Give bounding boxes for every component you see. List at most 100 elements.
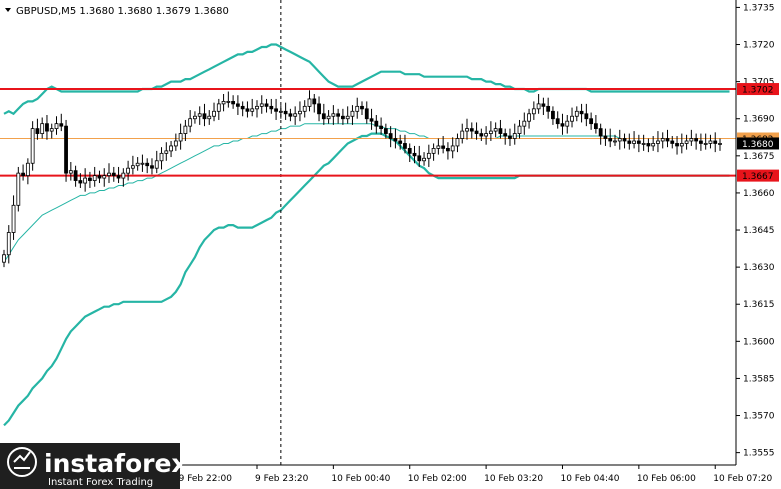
y-tick-label: 1.3585 — [743, 374, 775, 384]
y-tick-label: 1.3600 — [743, 337, 775, 347]
brand-tagline: Instant Forex Trading — [48, 477, 153, 488]
candle — [102, 168, 107, 187]
candle-body — [226, 101, 231, 103]
candle — [598, 123, 603, 145]
triangle-down-icon[interactable] — [5, 8, 11, 12]
candle — [636, 134, 641, 153]
candle-body — [164, 150, 169, 154]
candle — [202, 103, 207, 127]
candle — [188, 110, 193, 133]
candle — [407, 143, 412, 163]
candle-body — [627, 140, 632, 144]
level-price-tag-1-bg — [737, 83, 779, 96]
candle-body — [92, 175, 97, 181]
candle — [312, 93, 317, 113]
candle-body — [245, 108, 250, 112]
candle-body — [665, 138, 670, 142]
candle — [364, 101, 369, 124]
candle — [589, 112, 594, 130]
candle-body — [660, 138, 665, 142]
candle-body — [154, 160, 159, 169]
x-tick-label: 9 Feb 23:20 — [255, 474, 309, 484]
candle-body — [307, 98, 312, 107]
candle-body — [536, 103, 541, 110]
candle — [555, 111, 560, 129]
candle — [579, 103, 584, 123]
candle-body — [503, 133, 508, 137]
candle-body — [255, 105, 259, 110]
y-tick-label: 1.3660 — [743, 189, 775, 199]
y-tick-label: 1.3690 — [743, 115, 775, 125]
candle — [536, 93, 541, 114]
candle — [212, 102, 216, 122]
candle-body — [656, 140, 660, 144]
candle — [593, 115, 598, 134]
indicator-line-2 — [3, 43, 730, 116]
candle — [173, 133, 178, 151]
candle-body — [59, 123, 64, 127]
candle — [226, 91, 231, 108]
candle-body — [493, 128, 498, 132]
candle-body — [383, 128, 388, 134]
candle-body — [173, 140, 178, 147]
candle — [455, 133, 460, 153]
brand-name: instaforex — [44, 449, 188, 478]
candle-body — [193, 115, 197, 120]
candle — [460, 123, 465, 144]
candle — [159, 147, 164, 170]
candle-body — [679, 143, 684, 147]
candle-body — [283, 110, 288, 115]
candle-body — [111, 172, 116, 177]
candle — [341, 108, 345, 125]
y-tick-label: 1.3630 — [743, 263, 775, 273]
candle — [646, 138, 651, 153]
candle-body — [25, 162, 30, 177]
candle-body — [617, 138, 622, 142]
level-price-tag-2-text: 1.3667 — [742, 172, 774, 182]
candle-body — [694, 138, 699, 142]
candle — [651, 136, 656, 151]
candle — [183, 119, 188, 141]
candle — [193, 111, 197, 124]
candle — [169, 140, 173, 158]
candle-body — [460, 130, 465, 139]
candle-body — [188, 118, 193, 127]
candle — [274, 98, 278, 120]
candle — [488, 121, 493, 141]
candle-body — [278, 110, 283, 113]
candle — [369, 108, 374, 130]
symbol-ohlc-text: GBPUSD,M5 1.3680 1.3680 1.3679 1.3680 — [16, 6, 229, 17]
candle — [574, 106, 579, 122]
candle-body — [541, 103, 546, 107]
candle-body — [403, 143, 407, 149]
candle-body — [298, 110, 302, 115]
candle — [307, 90, 312, 112]
candle-body — [469, 128, 474, 132]
candle — [422, 152, 426, 166]
candle-body — [675, 143, 679, 147]
candle — [97, 170, 102, 184]
y-tick-label: 1.3675 — [743, 152, 775, 162]
candle — [59, 113, 64, 132]
candle — [584, 103, 589, 127]
candle — [388, 126, 393, 148]
candle-body — [388, 133, 393, 139]
candle-body — [288, 113, 293, 117]
candle-body — [6, 232, 11, 256]
candle-body — [479, 133, 484, 137]
candle-body — [646, 143, 651, 147]
candle-body — [446, 148, 450, 152]
candle — [35, 118, 40, 140]
candle-body — [522, 120, 527, 127]
candle — [517, 119, 522, 139]
bid-price-tag-bg — [737, 137, 779, 150]
candle — [503, 128, 508, 145]
candle-body — [593, 123, 598, 130]
candle-body — [417, 155, 422, 162]
candle — [551, 106, 555, 125]
candle-body — [484, 133, 489, 137]
candle-body — [293, 113, 298, 117]
candle-body — [274, 108, 278, 112]
candle — [708, 134, 713, 149]
